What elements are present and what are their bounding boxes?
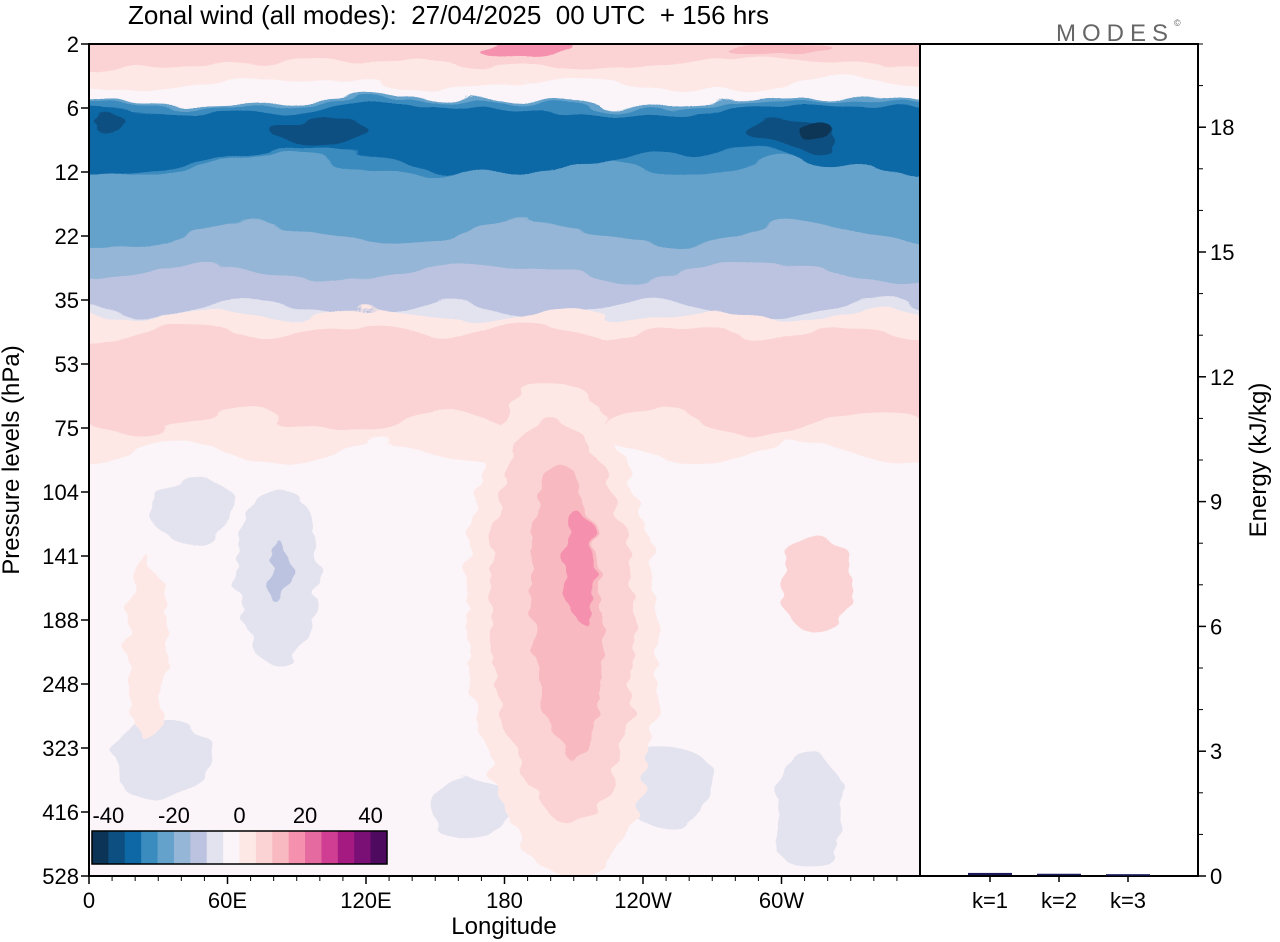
energy-bar [1037,873,1081,876]
y-tick-label: 12 [55,160,79,185]
easterly-blob-7 [774,752,845,872]
easterly-core-a [269,118,370,146]
westerly-max-2hpa-b [731,44,832,55]
energy-bar-chart: 0 3 6 9 12 15 18 k=1 k=2 k=3 [919,43,1234,913]
y-tick-label: 188 [42,608,79,633]
brand-text: MODES [1056,20,1175,47]
colorbar-swatch [92,831,109,864]
chart-title: Zonal wind (all modes): 27/04/2025 00 UT… [128,0,769,30]
easterly-blob-4 [112,718,213,798]
y-tick-label: 22 [55,224,79,249]
colorbar-swatch [337,831,355,864]
colorbar-tick-label: -40 [92,803,124,828]
colorbar-swatch [173,831,191,864]
colorbar-swatch [124,831,142,864]
energy-category-label: k=2 [1041,888,1077,913]
energy-bar [1106,874,1150,876]
colorbar-swatch [190,831,208,864]
y-tick-label: 141 [42,544,79,569]
westerly-blob-left [126,560,167,740]
x-tick-label: 120E [340,888,391,913]
y-tick-label: 248 [42,672,79,697]
energy-category-label: k=3 [1110,888,1146,913]
energy-tick-label: 15 [1210,240,1234,265]
x-tick-label: 120W [614,888,672,913]
energy-axis-label: Energy (kJ/kg) [1245,383,1272,538]
y-tick-label: 416 [42,800,79,825]
colorbar-swatch [206,831,224,864]
y-tick-label: 2 [67,32,79,57]
colorbar-tick-label: 20 [293,803,317,828]
x-axis-label: Longitude [451,913,556,940]
energy-tick-label: 3 [1210,739,1222,764]
energy-tick-label: 18 [1210,115,1234,140]
westerly-max-2hpa [482,44,573,54]
colorbar-tick-label: -20 [158,803,190,828]
y-tick-label: 75 [55,416,79,441]
colorbar-swatch [223,831,240,864]
zonal-wind-heatmap [88,43,921,877]
x-tick-label: 180 [486,888,523,913]
colorbar-swatch [272,831,290,864]
colorbar-tick-label: 0 [233,803,245,828]
colorbar-swatch [321,831,339,864]
y-axis-label: Pressure levels (hPa) [0,345,25,574]
colorbar-swatch [239,831,257,864]
y-tick-label: 6 [67,96,79,121]
colorbar-swatch [141,831,159,864]
energy-tick-label: 6 [1210,614,1222,639]
colorbar-swatch [157,831,175,864]
colorbar-swatch [370,831,388,864]
x-tick-label: 0 [83,888,95,913]
energy-tick-label: 9 [1210,490,1222,515]
easterly-core-d [89,115,126,129]
longitude-axis: 0 60E 120E 180 120W 60W [83,876,898,913]
y-tick-label: 528 [42,864,79,889]
colorbar-swatch [288,831,306,864]
easterly-blob-5 [429,778,510,838]
y-tick-label: 104 [42,480,79,505]
x-tick-label: 60E [208,888,247,913]
colorbar-swatch [354,831,372,864]
x-tick-label: 60W [759,888,804,913]
y-tick-label: 53 [55,352,79,377]
easterly-core-c [793,124,830,140]
colorbar-swatch [108,831,126,864]
colorbar-tick-label: 40 [358,803,382,828]
colorbar-swatch [305,831,322,864]
westerly-blob-right [781,536,852,636]
y-tick-label: 323 [42,736,79,761]
modes-logo: MODES© [1056,18,1181,48]
westerly-band-53hpa-core [89,325,920,435]
colorbar-frame [91,830,388,865]
energy-category-label: k=1 [972,888,1008,913]
energy-tick-label: 0 [1210,864,1222,889]
pressure-axis: 2 6 12 22 35 53 75 104 141 188 248 323 416 528 [42,32,89,889]
energy-tick-label: 12 [1210,365,1234,390]
colorbar-swatch [255,831,273,864]
easterly-blob-1 [152,477,233,547]
brand-mark: © [1174,18,1181,28]
energy-frame [919,43,1199,877]
easterly-blob-3 [268,541,289,601]
westerly-plume-core [566,506,596,626]
y-tick-label: 35 [55,288,79,313]
energy-bar [968,872,1012,875]
colorbar: -40 -20 0 20 40 [91,803,388,865]
westerly-band-2hpa-core [89,44,920,69]
